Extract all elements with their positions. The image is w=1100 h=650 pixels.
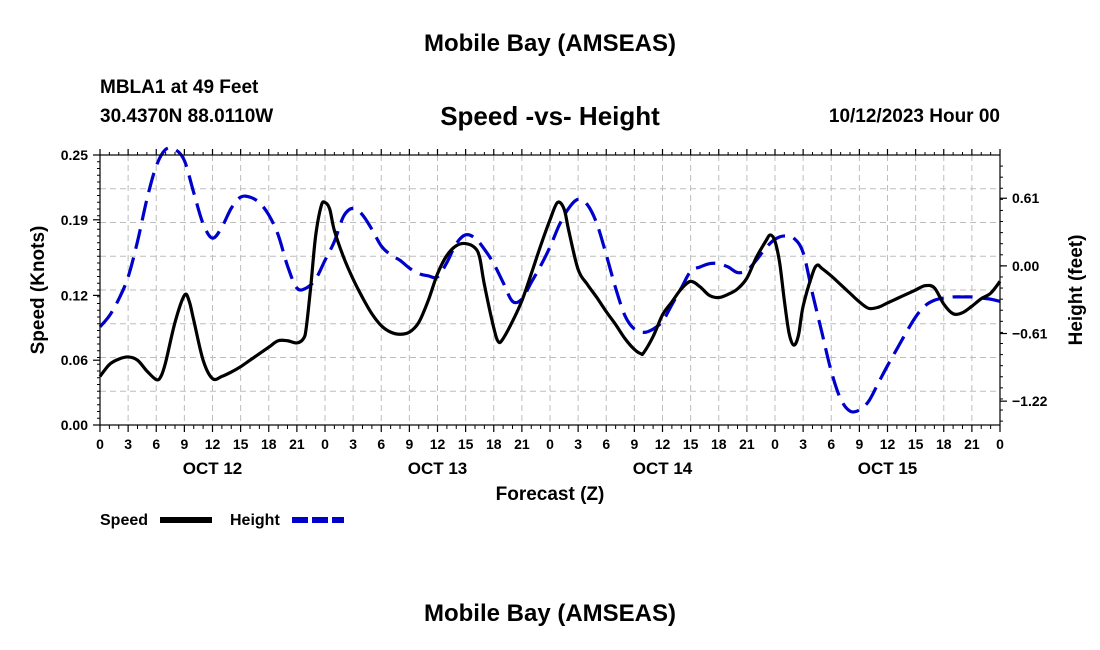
- y-axis-title: Speed (Knots): [28, 226, 49, 355]
- axis-tick-labels: 0 3 6 9 12 15 18 21 0 3 6 9 12 15 18 21 0 3 6 9 12 15 18 21 0 3 6 9…: [61, 147, 1048, 478]
- legend-label-height: Height: [230, 512, 280, 529]
- x-tick-label: 18: [711, 436, 727, 452]
- x-tick-label: 12: [880, 436, 896, 452]
- y2-axis-title: Height (feet): [1066, 235, 1087, 346]
- x-tick-label: 21: [289, 436, 305, 452]
- day-label: OCT 15: [858, 459, 918, 478]
- chart-title: Speed -vs- Height: [440, 101, 660, 131]
- x-tick-label: 18: [936, 436, 952, 452]
- day-label: OCT 12: [183, 459, 243, 478]
- y2-tick-label: −1.22: [1012, 393, 1048, 409]
- x-tick-label: 0: [96, 436, 104, 452]
- bottom-title: Mobile Bay (AMSEAS): [423, 600, 677, 627]
- x-tick-label: 6: [827, 436, 835, 452]
- y2-tick-label: −0.61: [1012, 326, 1048, 342]
- x-tick-label: 3: [124, 436, 132, 452]
- x-tick-label: 0: [996, 436, 1004, 452]
- x-tick-label: 12: [655, 436, 671, 452]
- series-line-speed: [98, 200, 1002, 382]
- day-label: OCT 14: [633, 459, 693, 478]
- day-label: OCT 13: [408, 459, 468, 478]
- x-tick-label: 9: [405, 436, 413, 452]
- y-tick-label: 0.00: [61, 417, 88, 433]
- x-tick-label: 15: [458, 436, 474, 452]
- y-tick-label: 0.25: [61, 147, 88, 163]
- x-tick-label: 12: [205, 436, 221, 452]
- x-tick-label: 0: [771, 436, 779, 452]
- x-tick-label: 12: [430, 436, 446, 452]
- series-lines: [98, 146, 1002, 414]
- x-tick-label: 3: [349, 436, 357, 452]
- legend: Speed Height: [100, 512, 344, 529]
- x-tick-label: 21: [514, 436, 530, 452]
- legend-label-speed: Speed: [100, 512, 148, 529]
- x-tick-label: 3: [799, 436, 807, 452]
- x-tick-label: 9: [855, 436, 863, 452]
- y2-tick-label: 0.00: [1012, 258, 1039, 274]
- x-tick-label: 0: [546, 436, 554, 452]
- axis-ticks: [93, 149, 1007, 432]
- y-tick-label: 0.19: [61, 212, 88, 228]
- forecast-datetime: 10/12/2023 Hour 00: [828, 106, 1000, 127]
- x-tick-label: 18: [486, 436, 502, 452]
- speed-height-chart: 0 3 6 9 12 15 18 21 0 3 6 9 12 15 18 21 0 3 6 9 12 15 18 21 0 3 6 9…: [28, 146, 1087, 529]
- x-tick-label: 9: [180, 436, 188, 452]
- x-tick-label: 15: [683, 436, 699, 452]
- x-tick-label: 6: [152, 436, 160, 452]
- x-tick-label: 15: [908, 436, 924, 452]
- series-line-height: [98, 146, 1001, 414]
- station-coordinates: 30.4370N 88.0110W: [100, 106, 274, 127]
- x-tick-label: 3: [574, 436, 582, 452]
- x-tick-label: 6: [377, 436, 385, 452]
- station-label: MBLA1 at 49 Feet: [100, 77, 259, 98]
- x-tick-label: 15: [233, 436, 249, 452]
- grid-lines: [100, 155, 1000, 425]
- x-axis-title: Forecast (Z): [496, 484, 605, 505]
- y-tick-label: 0.06: [61, 352, 88, 368]
- x-tick-label: 6: [602, 436, 610, 452]
- x-tick-label: 18: [261, 436, 277, 452]
- x-tick-label: 0: [321, 436, 329, 452]
- x-tick-label: 21: [964, 436, 980, 452]
- x-tick-label: 21: [739, 436, 755, 452]
- main-title: Mobile Bay (AMSEAS): [423, 30, 677, 57]
- y-tick-label: 0.12: [61, 287, 88, 303]
- y2-tick-label: 0.61: [1012, 190, 1039, 206]
- x-tick-label: 9: [630, 436, 638, 452]
